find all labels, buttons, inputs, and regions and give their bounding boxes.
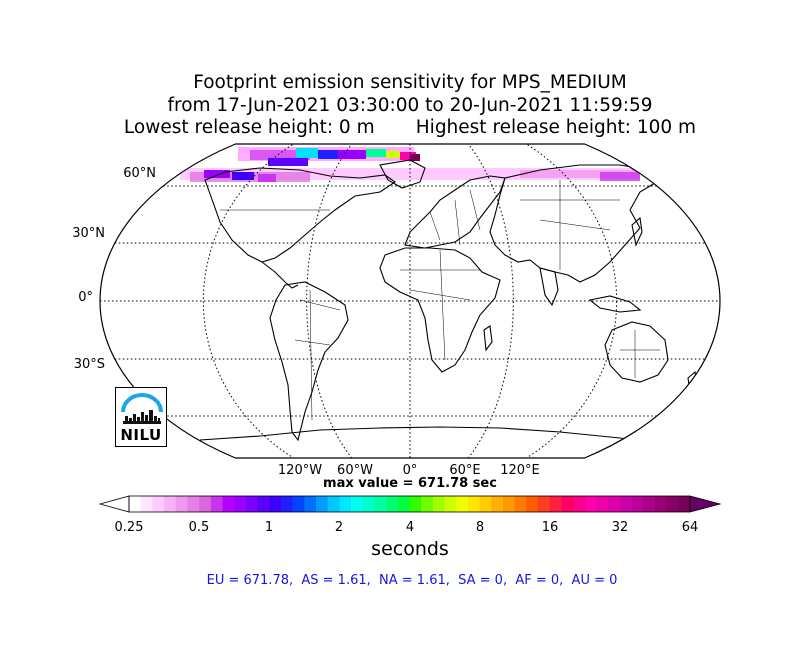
colorbar-segment: [573, 496, 586, 512]
colorbar-segment: [210, 496, 224, 512]
graticule: [100, 144, 720, 458]
colorbar-segment: [526, 496, 539, 512]
colorbar-segment: [409, 496, 422, 512]
colorbar-tick: 64: [681, 520, 699, 535]
figure-title: Footprint emission sensitivity for MPS_M…: [0, 72, 800, 140]
colorbar-segment: [187, 496, 200, 512]
colorbar-segment: [280, 496, 294, 512]
colorbar-segment: [351, 496, 364, 512]
colorbar-segment: [584, 496, 598, 512]
colorbar-tick: 0.5: [188, 520, 210, 535]
region-stats: EU = 671.78, AS = 1.61, NA = 1.61, SA = …: [206, 573, 618, 588]
colorbar-segment: [479, 496, 492, 512]
colorbar-segment: [327, 496, 340, 512]
colorbar-min-extension: [98, 495, 130, 513]
colorbar-segment: [374, 496, 387, 512]
colorbar-segment: [269, 496, 282, 512]
colorbar-segment: [514, 496, 527, 512]
colorbar-segment: [316, 496, 329, 512]
coastlines: [199, 159, 698, 445]
colorbar-segment: [643, 496, 656, 512]
lat-label-60n: 60°N: [123, 166, 156, 181]
max-value-label: max value = 671.78 sec: [323, 476, 497, 491]
lon-label-60w: 60°W: [337, 463, 373, 478]
colorbar: [98, 495, 722, 513]
nilu-logo: NILU: [115, 387, 167, 447]
lon-label-120w: 120°W: [277, 463, 323, 478]
colorbar-border: [128, 495, 691, 513]
map-boundary: [99, 143, 721, 459]
colorbar-tick: 1: [264, 520, 274, 535]
colorbar-segment: [561, 496, 574, 512]
colorbar-segment: [164, 496, 177, 512]
title-line-3: Lowest release height: 0 m Highest relea…: [123, 117, 697, 138]
colorbar-segment: [678, 496, 691, 512]
colorbar-segment: [608, 496, 621, 512]
colorbar-segment: [538, 496, 551, 512]
colorbar-segment: [456, 496, 469, 512]
colorbar-tick: 16: [541, 520, 559, 535]
lon-label-60e: 60°E: [449, 463, 481, 478]
lat-label-30n: 30°N: [72, 226, 105, 241]
title-line-2: from 17-Jun-2021 03:30:00 to 20-Jun-2021…: [167, 94, 653, 116]
colorbar-segment: [666, 496, 679, 512]
lon-label-0: 0°: [402, 463, 418, 478]
colorbar-segment: [619, 496, 633, 512]
colorbar-segment: [129, 496, 142, 512]
country-borders: [220, 180, 660, 421]
colorbar-segment: [596, 496, 609, 512]
lon-label-120e: 120°E: [500, 463, 540, 478]
colorbar-segment: [222, 496, 235, 512]
colorbar-segment: [234, 496, 247, 512]
colorbar-segment: [631, 496, 644, 512]
nilu-logo-graphic: [121, 393, 163, 424]
colorbar-segment: [257, 496, 270, 512]
colorbar-tick: 8: [475, 520, 485, 535]
colorbar-segment: [549, 496, 563, 512]
colorbar-segment: [421, 496, 434, 512]
colorbar-tick: 32: [611, 520, 629, 535]
colorbar-segment: [503, 496, 516, 512]
colorbar-segment: [386, 496, 399, 512]
colorbar-segment: [175, 496, 189, 512]
colorbar-label: seconds: [371, 538, 449, 560]
colorbar-tick: 4: [405, 520, 415, 535]
colorbar-segment: [199, 496, 212, 512]
colorbar-tick: 0.25: [114, 520, 144, 535]
lat-label-equator: 0°: [78, 290, 93, 305]
colorbar-tick: 2: [334, 520, 344, 535]
colorbar-segment: [397, 496, 411, 512]
footprint-plume: [180, 147, 640, 182]
colorbar-max-extension: [689, 495, 722, 513]
colorbar-segment: [152, 496, 165, 512]
colorbar-segment: [362, 496, 376, 512]
nilu-logo-text: NILU: [120, 426, 162, 444]
colorbar-segment: [432, 496, 446, 512]
colorbar-segment: [140, 496, 153, 512]
colorbar-segment: [304, 496, 317, 512]
title-line-1: Footprint emission sensitivity for MPS_M…: [193, 72, 627, 93]
colorbar-segment: [245, 496, 259, 512]
colorbar-segment: [654, 496, 668, 512]
lat-label-30s: 30°S: [73, 357, 105, 372]
colorbar-segment: [467, 496, 481, 512]
colorbar-segment: [339, 496, 352, 512]
colorbar-segment: [491, 496, 504, 512]
colorbar-segment: [292, 496, 305, 512]
colorbar-segment: [444, 496, 457, 512]
